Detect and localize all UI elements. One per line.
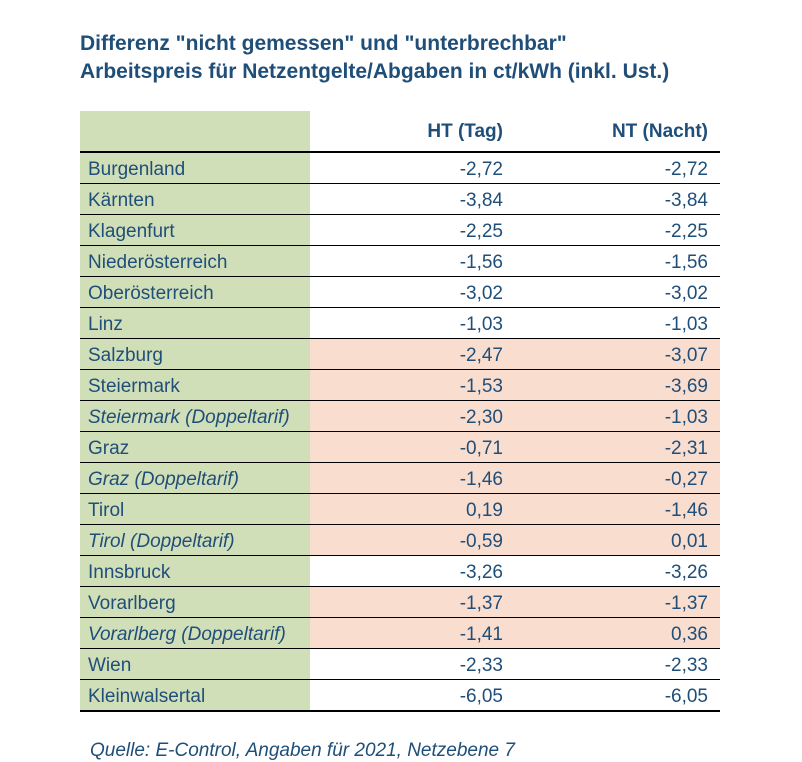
- row-label: Niederösterreich: [80, 245, 310, 276]
- cell-ht: -2,25: [310, 214, 515, 245]
- cell-ht: -0,59: [310, 524, 515, 555]
- row-label: Graz (Doppeltarif): [80, 462, 310, 493]
- row-label: Steiermark (Doppeltarif): [80, 400, 310, 431]
- page-title: Differenz "nicht gemessen" und "unterbre…: [80, 30, 732, 87]
- row-label: Tirol (Doppeltarif): [80, 524, 310, 555]
- table-row: Graz-0,71-2,31: [80, 431, 720, 462]
- cell-nt: -1,37: [515, 586, 720, 617]
- table-body: Burgenland-2,72-2,72Kärnten-3,84-3,84Kla…: [80, 152, 720, 711]
- cell-nt: -0,27: [515, 462, 720, 493]
- table-row: Burgenland-2,72-2,72: [80, 152, 720, 184]
- row-label: Kärnten: [80, 183, 310, 214]
- table-row: Kärnten-3,84-3,84: [80, 183, 720, 214]
- row-label: Vorarlberg (Doppeltarif): [80, 617, 310, 648]
- cell-ht: -1,03: [310, 307, 515, 338]
- cell-nt: -1,46: [515, 493, 720, 524]
- table-row: Tirol (Doppeltarif)-0,590,01: [80, 524, 720, 555]
- cell-nt: -3,26: [515, 555, 720, 586]
- table-row: Vorarlberg-1,37-1,37: [80, 586, 720, 617]
- cell-ht: -2,30: [310, 400, 515, 431]
- table-row: Steiermark (Doppeltarif)-2,30-1,03: [80, 400, 720, 431]
- cell-ht: -2,72: [310, 152, 515, 184]
- cell-ht: -3,02: [310, 276, 515, 307]
- cell-nt: -3,07: [515, 338, 720, 369]
- col-header-ht: HT (Tag): [310, 111, 515, 152]
- source-note: Quelle: E-Control, Angaben für 2021, Net…: [80, 740, 732, 762]
- row-label: Klagenfurt: [80, 214, 310, 245]
- row-label: Vorarlberg: [80, 586, 310, 617]
- cell-nt: -1,56: [515, 245, 720, 276]
- cell-ht: -1,53: [310, 369, 515, 400]
- cell-nt: -2,31: [515, 431, 720, 462]
- table-row: Linz-1,03-1,03: [80, 307, 720, 338]
- table-row: Innsbruck-3,26-3,26: [80, 555, 720, 586]
- cell-nt: -2,72: [515, 152, 720, 184]
- cell-nt: -1,03: [515, 307, 720, 338]
- cell-nt: -1,03: [515, 400, 720, 431]
- cell-nt: 0,01: [515, 524, 720, 555]
- cell-ht: -1,46: [310, 462, 515, 493]
- cell-nt: -2,33: [515, 648, 720, 679]
- cell-ht: -2,47: [310, 338, 515, 369]
- price-diff-table: HT (Tag) NT (Nacht) Burgenland-2,72-2,72…: [80, 111, 720, 712]
- cell-ht: 0,19: [310, 493, 515, 524]
- cell-ht: -0,71: [310, 431, 515, 462]
- cell-nt: -6,05: [515, 679, 720, 711]
- table-row: Salzburg-2,47-3,07: [80, 338, 720, 369]
- table-row: Wien-2,33-2,33: [80, 648, 720, 679]
- row-label: Burgenland: [80, 152, 310, 184]
- cell-ht: -3,26: [310, 555, 515, 586]
- row-label: Innsbruck: [80, 555, 310, 586]
- row-label: Tirol: [80, 493, 310, 524]
- table-header-row: HT (Tag) NT (Nacht): [80, 111, 720, 152]
- cell-ht: -1,41: [310, 617, 515, 648]
- table-row: Steiermark-1,53-3,69: [80, 369, 720, 400]
- table-row: Kleinwalsertal-6,05-6,05: [80, 679, 720, 711]
- cell-ht: -3,84: [310, 183, 515, 214]
- cell-ht: -6,05: [310, 679, 515, 711]
- row-label: Linz: [80, 307, 310, 338]
- row-label: Graz: [80, 431, 310, 462]
- row-label: Kleinwalsertal: [80, 679, 310, 711]
- table-row: Oberösterreich-3,02-3,02: [80, 276, 720, 307]
- cell-nt: -2,25: [515, 214, 720, 245]
- title-line-2: Arbeitspreis für Netzentgelte/Abgaben in…: [80, 60, 669, 83]
- cell-ht: -1,37: [310, 586, 515, 617]
- cell-nt: -3,02: [515, 276, 720, 307]
- page-root: Differenz "nicht gemessen" und "unterbre…: [0, 0, 802, 733]
- table-row: Niederösterreich-1,56-1,56: [80, 245, 720, 276]
- col-header-empty: [80, 111, 310, 152]
- cell-nt: -3,69: [515, 369, 720, 400]
- row-label: Wien: [80, 648, 310, 679]
- row-label: Salzburg: [80, 338, 310, 369]
- title-line-1: Differenz "nicht gemessen" und "unterbre…: [80, 32, 567, 55]
- cell-ht: -2,33: [310, 648, 515, 679]
- table-row: Graz (Doppeltarif)-1,46-0,27: [80, 462, 720, 493]
- cell-ht: -1,56: [310, 245, 515, 276]
- col-header-nt: NT (Nacht): [515, 111, 720, 152]
- table-row: Vorarlberg (Doppeltarif)-1,410,36: [80, 617, 720, 648]
- row-label: Oberösterreich: [80, 276, 310, 307]
- table-row: Tirol0,19-1,46: [80, 493, 720, 524]
- cell-nt: -3,84: [515, 183, 720, 214]
- table-row: Klagenfurt-2,25-2,25: [80, 214, 720, 245]
- cell-nt: 0,36: [515, 617, 720, 648]
- row-label: Steiermark: [80, 369, 310, 400]
